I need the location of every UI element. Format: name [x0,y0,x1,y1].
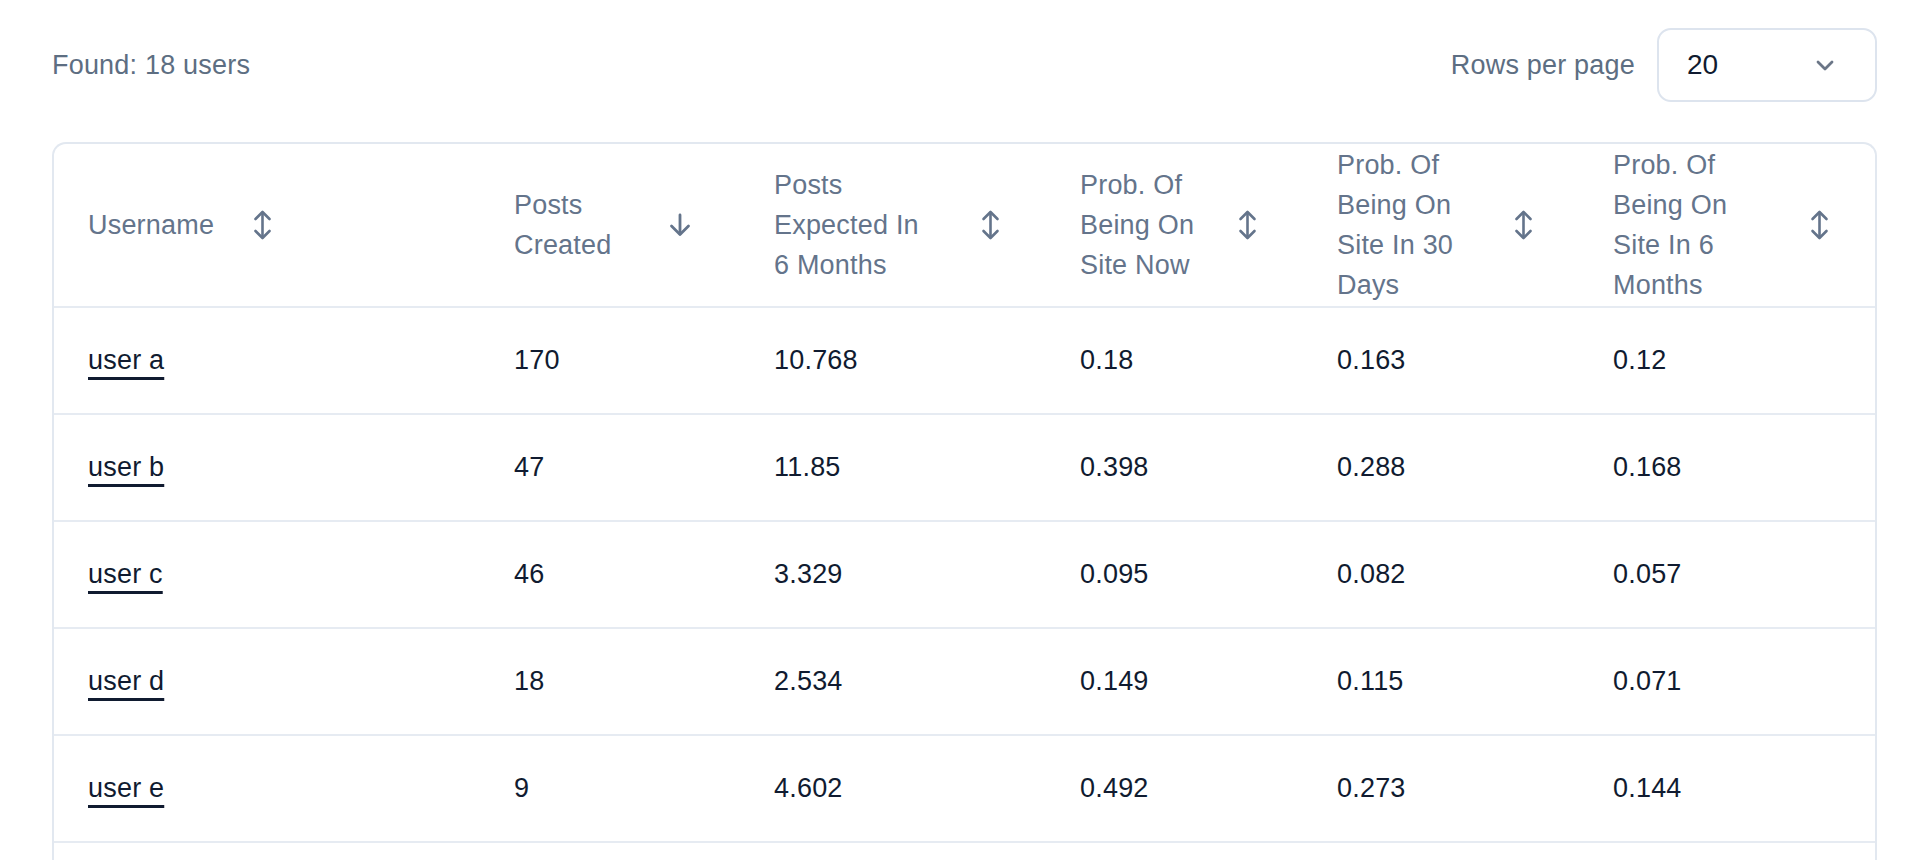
table-row-clipped [54,842,1875,860]
cell-posts-expected-6m: 10.768 [740,307,1046,414]
rows-per-page-select[interactable]: 20 [1657,28,1877,102]
cell-prob-on-site-now: 0.18 [1046,307,1303,414]
column-label-username: Username [88,205,214,245]
cell-prob-on-site-6m: 0.057 [1579,521,1875,628]
table-row: user b 47 11.85 0.398 0.288 0.168 [54,414,1875,521]
cell-prob-on-site-30d: 0.082 [1303,521,1579,628]
results-count: Found: 18 users [52,50,250,81]
user-link[interactable]: user a [88,345,164,375]
chevron-down-icon [1811,51,1839,79]
up-down-arrow-icon[interactable] [1809,208,1830,242]
column-header-posts-created[interactable]: Posts Created [480,144,740,307]
column-label-posts-expected-6m: Posts Expected In 6 Months [774,165,919,285]
users-table-page: Found: 18 users Rows per page 20 Usernam… [0,0,1908,860]
cell-prob-on-site-30d: 0.115 [1303,628,1579,735]
cell-prob-on-site-30d: 0.163 [1303,307,1579,414]
cell-prob-on-site-6m: 0.168 [1579,414,1875,521]
cell-username: user a [54,307,480,414]
cell-posts-created: 9 [480,735,740,842]
cell-prob-on-site-30d: 0.273 [1303,735,1579,842]
users-table-card: Username Posts Created [52,142,1877,860]
down-arrow-icon[interactable] [665,210,695,240]
column-label-posts-created: Posts Created [514,185,611,265]
rows-per-page-control: Rows per page 20 [1451,28,1877,102]
cell-posts-created: 47 [480,414,740,521]
cell-username: user c [54,521,480,628]
cell-prob-on-site-now: 0.492 [1046,735,1303,842]
cell-posts-created: 170 [480,307,740,414]
user-link[interactable]: user b [88,452,164,482]
toolbar: Found: 18 users Rows per page 20 [52,28,1877,102]
table-row: user e 9 4.602 0.492 0.273 0.144 [54,735,1875,842]
cell-username: user e [54,735,480,842]
cell-prob-on-site-now: 0.398 [1046,414,1303,521]
up-down-arrow-icon[interactable] [252,208,273,242]
up-down-arrow-icon[interactable] [980,208,1001,242]
cell-username: user d [54,628,480,735]
column-label-prob-on-site-now: Prob. Of Being On Site Now [1080,165,1194,285]
cell-prob-on-site-6m: 0.144 [1579,735,1875,842]
cell-posts-expected-6m: 4.602 [740,735,1046,842]
rows-per-page-value: 20 [1687,49,1718,81]
cell-clipped [54,842,1875,860]
cell-username: user b [54,414,480,521]
cell-posts-created: 46 [480,521,740,628]
table-row: user d 18 2.534 0.149 0.115 0.071 [54,628,1875,735]
table-row: user c 46 3.329 0.095 0.082 0.057 [54,521,1875,628]
users-table: Username Posts Created [54,144,1875,860]
column-header-posts-expected-6m[interactable]: Posts Expected In 6 Months [740,144,1046,307]
cell-posts-expected-6m: 2.534 [740,628,1046,735]
user-link[interactable]: user d [88,666,164,696]
table-header-row: Username Posts Created [54,144,1875,307]
cell-prob-on-site-now: 0.149 [1046,628,1303,735]
cell-posts-expected-6m: 3.329 [740,521,1046,628]
column-label-prob-on-site-30d: Prob. Of Being On Site In 30 Days [1337,145,1453,305]
up-down-arrow-icon[interactable] [1513,208,1534,242]
rows-per-page-label: Rows per page [1451,50,1635,81]
user-link[interactable]: user e [88,773,164,803]
cell-prob-on-site-6m: 0.12 [1579,307,1875,414]
column-label-prob-on-site-6m: Prob. Of Being On Site In 6 Months [1613,145,1727,305]
column-header-username[interactable]: Username [54,144,480,307]
cell-prob-on-site-30d: 0.288 [1303,414,1579,521]
column-header-prob-on-site-30d[interactable]: Prob. Of Being On Site In 30 Days [1303,144,1579,307]
cell-posts-expected-6m: 11.85 [740,414,1046,521]
table-row: user a 170 10.768 0.18 0.163 0.12 [54,307,1875,414]
column-header-prob-on-site-now[interactable]: Prob. Of Being On Site Now [1046,144,1303,307]
cell-posts-created: 18 [480,628,740,735]
user-link[interactable]: user c [88,559,163,589]
up-down-arrow-icon[interactable] [1237,208,1258,242]
column-header-prob-on-site-6m[interactable]: Prob. Of Being On Site In 6 Months [1579,144,1875,307]
cell-prob-on-site-6m: 0.071 [1579,628,1875,735]
cell-prob-on-site-now: 0.095 [1046,521,1303,628]
